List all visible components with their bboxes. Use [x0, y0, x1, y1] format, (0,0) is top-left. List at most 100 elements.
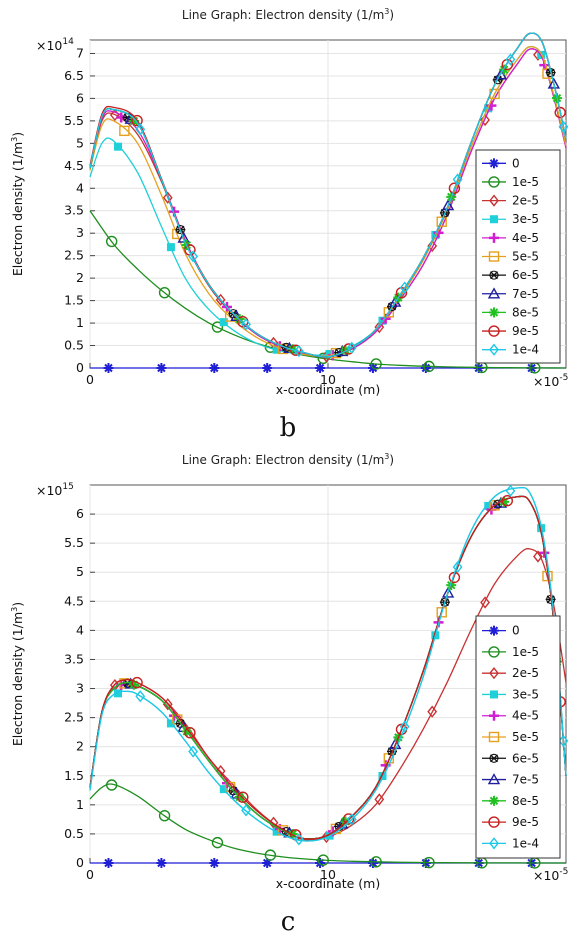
data-point: [188, 745, 199, 758]
y-tick-label: 4: [76, 622, 84, 637]
data-point: [156, 858, 167, 868]
data-point: [166, 243, 175, 252]
legend-marker: [490, 215, 498, 224]
data-point: [211, 321, 224, 333]
data-point: [346, 341, 357, 354]
y-tick-label: 6: [76, 90, 84, 105]
y-tick-label: 1.5: [64, 293, 84, 308]
legend-entry: 9e-5: [482, 815, 539, 829]
chart-c-y-axis-label: Electron density (1/m3): [10, 602, 25, 746]
legend-marker: [488, 176, 500, 188]
data-point: [370, 856, 382, 868]
x-tick-label: 0: [86, 372, 94, 387]
legend-marker: [490, 690, 498, 699]
data-point: [441, 586, 455, 598]
legend-label: 9e-5: [512, 324, 539, 338]
y-tick-label: 2.5: [64, 248, 84, 263]
legend-label: 1e-5: [512, 645, 539, 659]
data-point: [162, 191, 173, 204]
data-point: [342, 343, 355, 355]
data-point: [423, 360, 435, 373]
legend-label: 0: [512, 156, 520, 170]
series-line: [89, 783, 566, 864]
data-point: [545, 594, 556, 604]
chart-c-y-multiplier: ×1015: [36, 482, 74, 498]
y-tick-label: 2: [76, 739, 84, 754]
data-point: [501, 495, 513, 507]
data-point: [533, 550, 543, 563]
data-point: [219, 318, 228, 327]
legend-label: 3e-5: [512, 687, 539, 701]
data-point: [558, 734, 569, 747]
data-point: [294, 345, 304, 358]
y-tick-label: 0: [76, 855, 84, 870]
legend-marker: [489, 837, 499, 850]
legend-entry: 3e-5: [482, 687, 539, 701]
legend-label: 2e-5: [512, 194, 539, 208]
legend-marker: [488, 325, 500, 337]
y-tick-label: 4.5: [64, 593, 84, 608]
legend-entry: 8e-5: [482, 305, 539, 319]
y-tick-label: 0.5: [64, 826, 84, 841]
data-point: [399, 720, 410, 733]
y-tick-label: 1: [76, 315, 84, 330]
data-point: [119, 125, 130, 137]
data-point: [158, 286, 171, 299]
y-tick-label: 3.5: [64, 203, 84, 218]
data-point: [452, 560, 463, 574]
legend-label: 0: [512, 624, 520, 638]
data-point: [558, 120, 569, 133]
data-point: [399, 281, 410, 294]
data-point: [224, 311, 236, 322]
series-line: [89, 32, 567, 358]
legend-marker: [487, 773, 501, 785]
data-point: [436, 607, 447, 618]
data-point: [162, 698, 173, 711]
legend-entry: 1e-5: [482, 645, 539, 659]
y-tick-label: 0: [76, 360, 84, 375]
legend-label: 4e-5: [512, 231, 539, 245]
legend-entry: 5e-5: [482, 730, 539, 744]
legend-label: 7e-5: [512, 287, 539, 301]
legend-label: 3e-5: [512, 212, 539, 226]
legend-label: 2e-5: [512, 666, 539, 680]
data-point: [448, 182, 461, 194]
legend-entry: 5e-5: [482, 250, 539, 264]
legend-marker: [489, 625, 499, 636]
chart-b-y-axis-label: Electron density (1/m3): [10, 132, 25, 276]
legend-label: 6e-5: [512, 751, 539, 765]
data-point: [103, 858, 114, 868]
legend-entry: 6e-5: [482, 268, 539, 282]
legend-label: 9e-5: [512, 815, 539, 829]
y-tick-label: 3: [76, 681, 84, 696]
chart-c-y-ticks: 0 0.5 1 1.5 2 2.5 3 3.5 4 4.5 5 5.5 6: [64, 506, 95, 870]
data-point: [105, 779, 118, 791]
y-tick-label: 3: [76, 225, 84, 240]
y-tick-label: 0.5: [64, 338, 84, 353]
chart-b-legend: 0 1e-5 2e-5 3e-5 4e-5 5e-5 6e-5 7e-5 8e-5 9e-5 1e-…: [475, 149, 561, 364]
data-point: [262, 363, 273, 373]
y-tick-label: 4: [76, 180, 84, 195]
data-point: [315, 363, 326, 373]
data-point: [237, 791, 249, 803]
data-point: [342, 813, 355, 825]
legend-entry: 1e-4: [482, 836, 539, 850]
data-point: [480, 113, 490, 127]
data-point: [480, 596, 490, 609]
data-point: [427, 705, 438, 718]
data-point: [317, 854, 329, 866]
chart-b-caption: b: [280, 413, 297, 443]
data-point: [505, 53, 516, 66]
data-point: [158, 809, 171, 822]
data-point: [427, 239, 438, 253]
chart-c-x-multiplier: ×10-5: [533, 867, 568, 883]
chart-b-y-multiplier: ×1014: [36, 37, 74, 53]
data-point: [547, 77, 561, 89]
data-point: [346, 813, 357, 826]
legend-entry: 0: [482, 156, 520, 170]
legend-label: 8e-5: [512, 794, 539, 808]
legend-marker: [489, 343, 499, 356]
data-point: [370, 358, 382, 370]
y-tick-label: 2.5: [64, 710, 84, 725]
legend-entry: 9e-5: [482, 324, 539, 338]
